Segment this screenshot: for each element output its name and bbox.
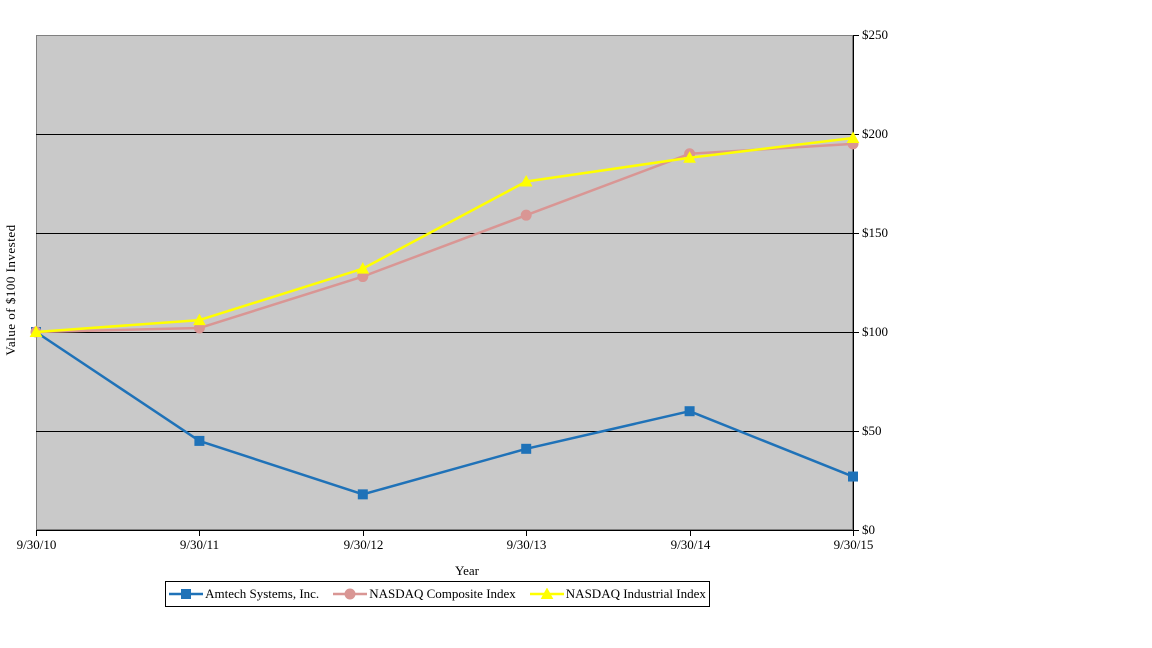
series-marker-amtech-systems-inc bbox=[357, 489, 368, 500]
legend-label: NASDAQ Industrial Index bbox=[565, 586, 706, 601]
legend-item-amtech-systems-inc: Amtech Systems, Inc. bbox=[169, 586, 319, 602]
square-marker-swatch-icon bbox=[169, 589, 204, 599]
x-tick-label: 9/30/14 bbox=[670, 537, 711, 552]
y-tick-label: $200 bbox=[862, 125, 888, 141]
x-axis-title: Year bbox=[455, 563, 479, 578]
series-marker-amtech-systems-inc bbox=[684, 406, 695, 417]
x-tick-label: 9/30/15 bbox=[833, 537, 874, 552]
series-marker-nasdaq-industrial-index bbox=[356, 262, 370, 274]
series-line-amtech-systems-inc bbox=[35, 330, 854, 496]
legend-item-nasdaq-composite-index: NASDAQ Composite Index bbox=[333, 586, 516, 602]
triangle-marker-swatch-icon bbox=[529, 588, 564, 599]
series-marker-nasdaq-industrial-index bbox=[846, 131, 860, 143]
series-marker-nasdaq-industrial-index bbox=[193, 313, 206, 326]
series-marker-amtech-systems-inc bbox=[194, 435, 205, 446]
series-marker-nasdaq-industrial-index bbox=[683, 151, 696, 163]
x-tick-label: 9/30/12 bbox=[343, 537, 384, 552]
plot-area bbox=[36, 35, 853, 530]
y-tick-label: $100 bbox=[862, 323, 888, 339]
x-tick-label: 9/30/11 bbox=[179, 537, 220, 552]
x-tick-label: 9/30/10 bbox=[16, 537, 57, 552]
x-tick-label: 9/30/13 bbox=[506, 537, 547, 552]
series-line-nasdaq-composite-index bbox=[35, 142, 854, 334]
legend-label: Amtech Systems, Inc. bbox=[205, 586, 320, 601]
legend: Amtech Systems, Inc. NASDAQ Composite Ind… bbox=[165, 581, 710, 607]
y-tick-label: $250 bbox=[862, 26, 888, 42]
y-tick-label: $150 bbox=[862, 224, 888, 240]
series-marker-nasdaq-composite-index bbox=[520, 209, 532, 221]
circle-marker-swatch-icon bbox=[333, 588, 368, 600]
series-marker-nasdaq-industrial-index bbox=[29, 325, 43, 337]
series-line-nasdaq-industrial-index bbox=[35, 136, 854, 334]
series-marker-nasdaq-industrial-index bbox=[519, 174, 533, 187]
y-tick-label: $50 bbox=[862, 422, 882, 438]
y-tick-label: $0 bbox=[862, 521, 875, 537]
legend-label: NASDAQ Composite Index bbox=[369, 586, 516, 601]
legend-item-nasdaq-industrial-index: NASDAQ Industrial Index bbox=[529, 586, 706, 602]
series-marker-amtech-systems-inc bbox=[848, 471, 858, 482]
series-marker-amtech-systems-inc bbox=[521, 443, 532, 454]
y-axis-title: Value of $100 Invested bbox=[3, 224, 18, 356]
